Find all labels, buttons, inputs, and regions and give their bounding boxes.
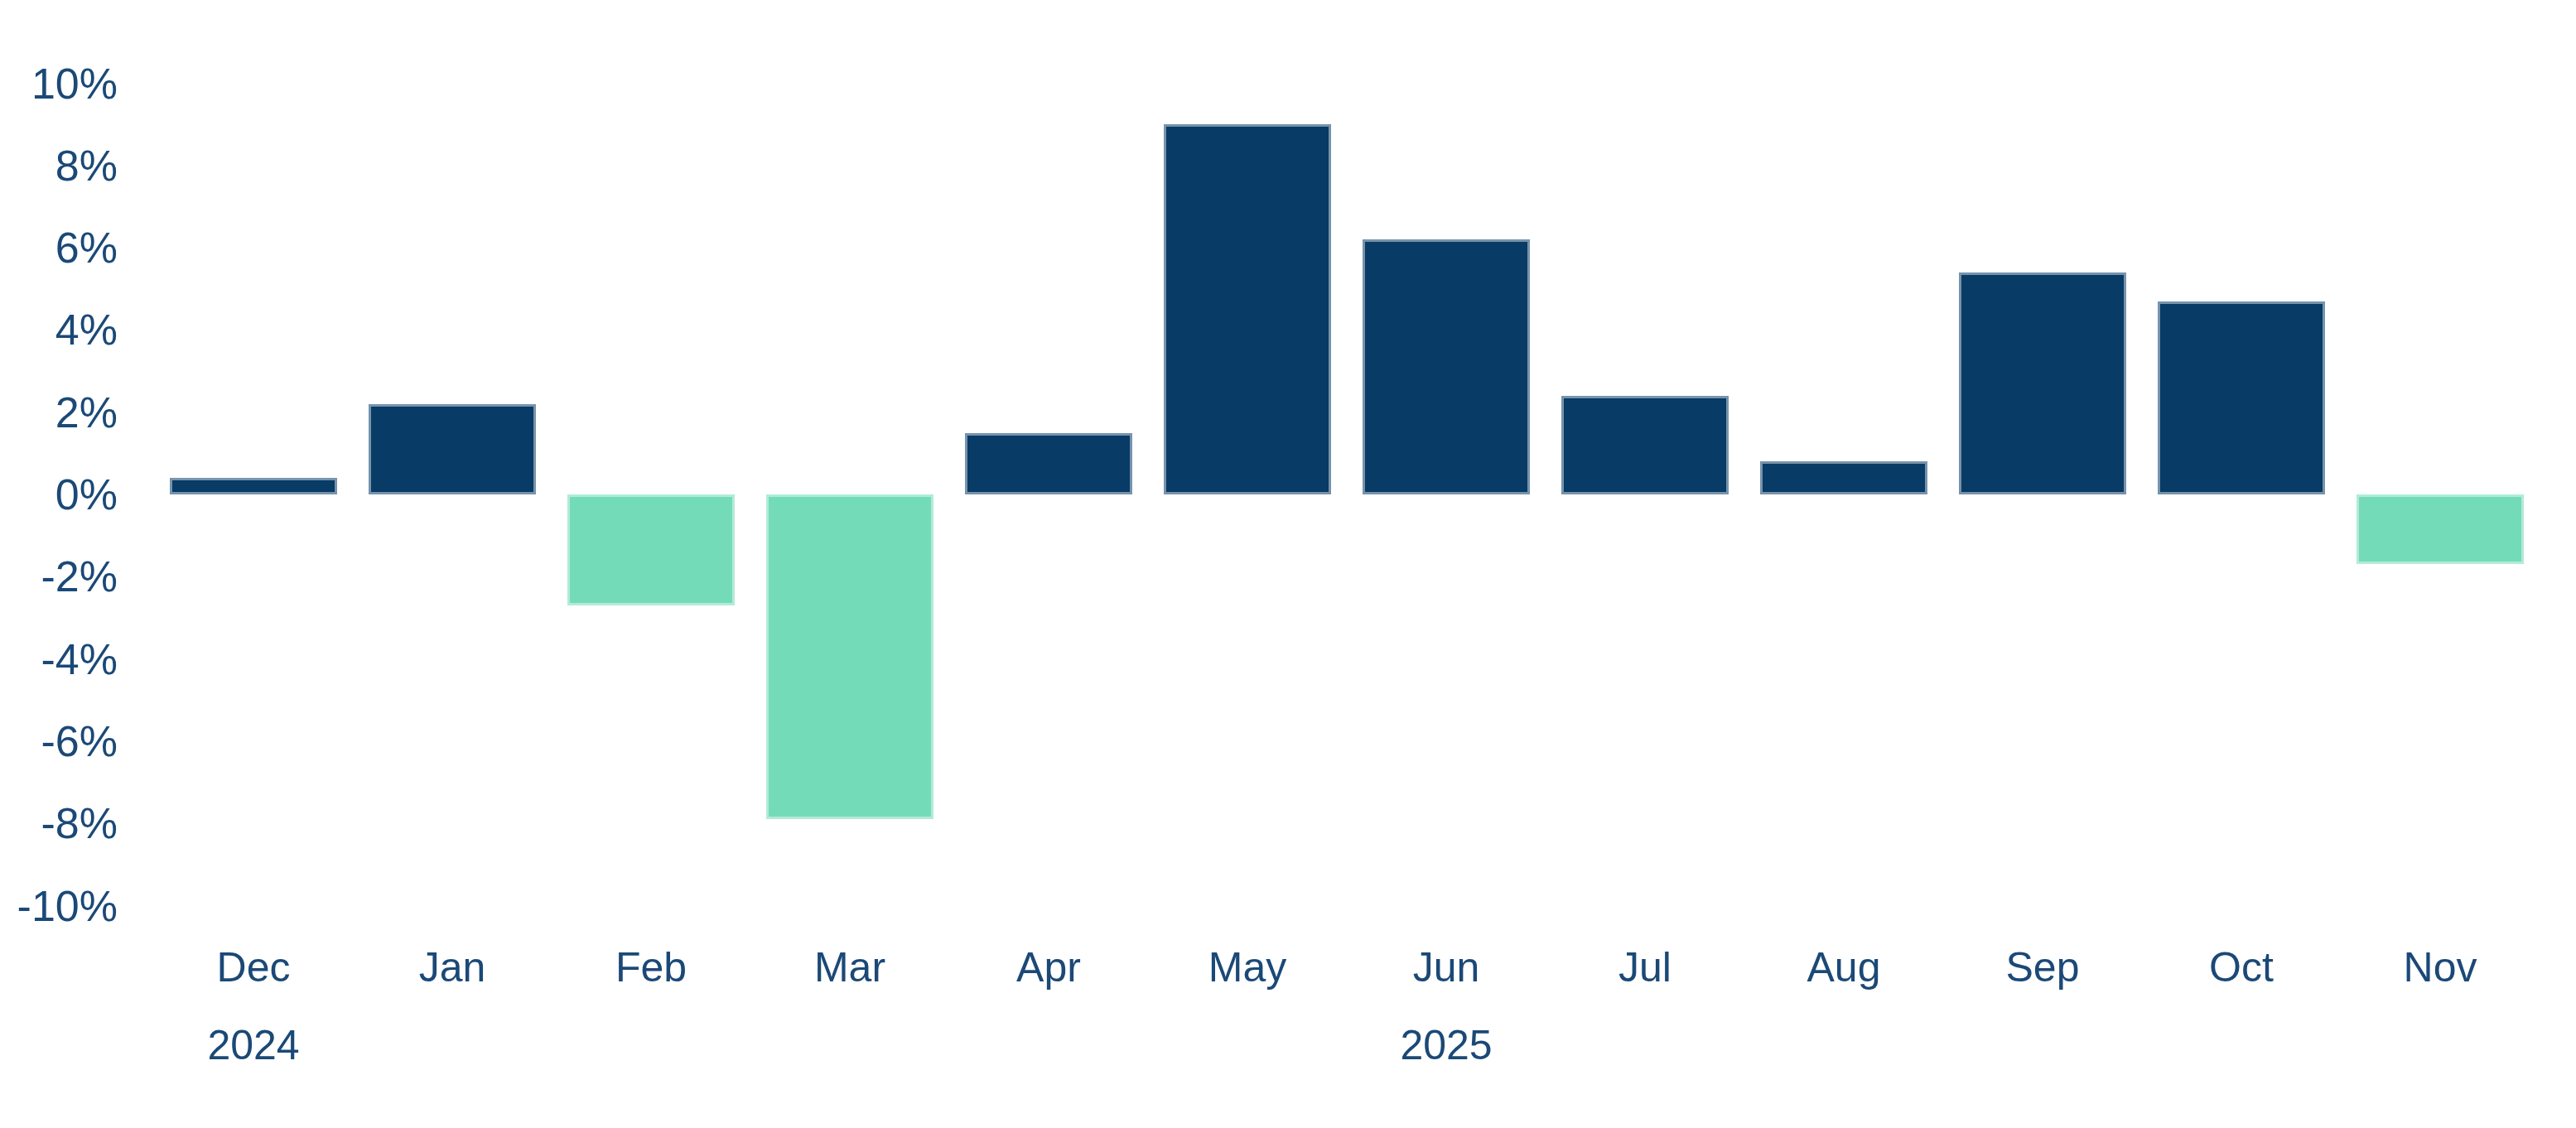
x-axis-label-nov: Nov [2341,947,2540,988]
year-label-2025: 2025 [1347,1024,1546,1066]
bar-dec[interactable] [170,478,337,494]
y-axis-tick-label-neg6: -6% [0,720,118,763]
y-axis-tick-label-4: 4% [0,308,118,351]
bar-aug[interactable] [1760,461,1927,494]
bar-jan[interactable] [369,404,536,494]
x-axis-label-may: May [1148,947,1347,988]
x-axis-label-feb: Feb [552,947,750,988]
x-axis-label-sep: Sep [1943,947,2142,988]
x-axis-label-oct: Oct [2142,947,2341,988]
bar-jul[interactable] [1561,396,1729,494]
y-axis-tick-label-2: 2% [0,391,118,434]
y-axis-tick-label-10: 10% [0,62,118,105]
y-axis-tick-label-neg8: -8% [0,802,118,845]
x-axis-label-apr: Apr [949,947,1148,988]
x-axis-label-dec: Dec [154,947,353,988]
y-axis-tick-label-8: 8% [0,144,118,187]
y-axis-tick-label-neg10: -10% [0,885,118,928]
y-axis-tick-label-0: 0% [0,473,118,516]
bar-apr[interactable] [965,433,1132,494]
monthly-returns-bar-chart: 10%8%6%4%2%0%-2%-4%-6%-8%-10%DecJanFebMa… [0,0,2576,1128]
y-axis-tick-label-neg4: -4% [0,638,118,681]
x-axis-label-mar: Mar [750,947,949,988]
bar-may[interactable] [1164,124,1331,494]
x-axis-label-jan: Jan [353,947,552,988]
y-axis-tick-label-neg2: -2% [0,555,118,598]
bar-feb[interactable] [567,494,735,605]
x-axis-label-aug: Aug [1744,947,1943,988]
bar-nov[interactable] [2357,494,2524,564]
bar-oct[interactable] [2158,301,2325,494]
bar-mar[interactable] [766,494,933,819]
bar-jun[interactable] [1363,239,1530,494]
year-label-2024: 2024 [154,1024,353,1066]
y-axis-tick-label-6: 6% [0,226,118,269]
bar-sep[interactable] [1959,272,2126,494]
x-axis-label-jul: Jul [1546,947,1744,988]
x-axis-label-jun: Jun [1347,947,1546,988]
